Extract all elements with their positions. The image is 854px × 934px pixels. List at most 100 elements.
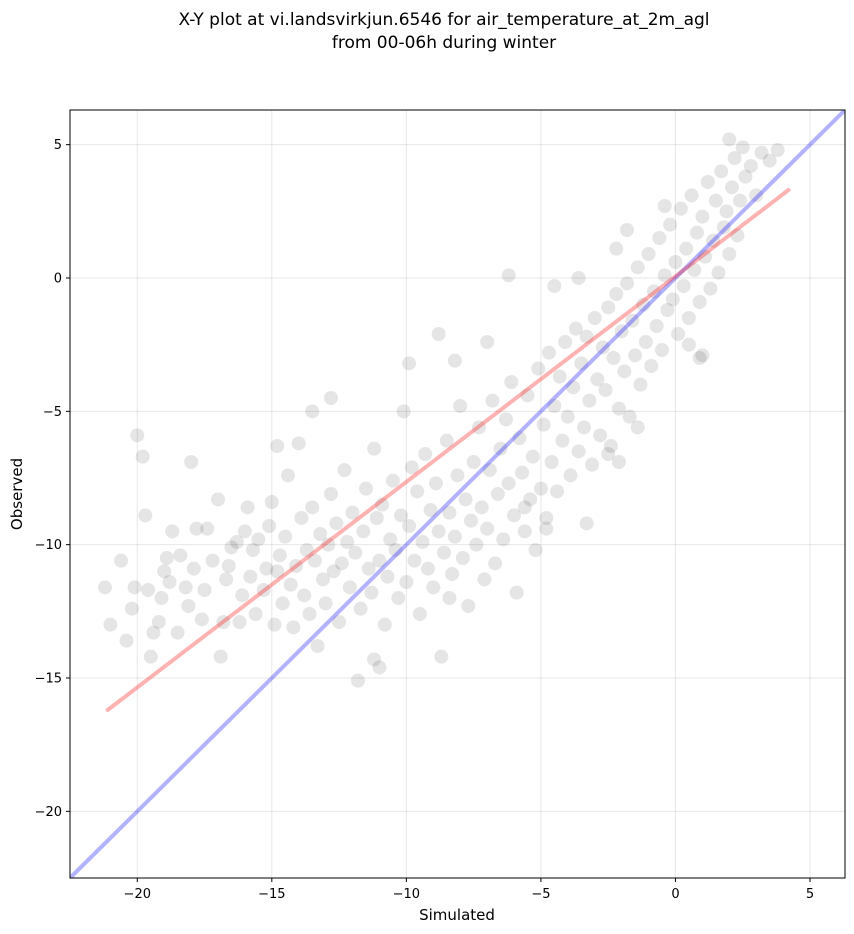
data-point <box>622 409 637 424</box>
data-point <box>345 505 360 520</box>
data-point <box>617 364 632 379</box>
data-point <box>657 199 672 213</box>
data-point <box>630 420 645 435</box>
data-point <box>364 585 379 600</box>
data-point <box>289 559 304 573</box>
data-point <box>213 649 228 664</box>
data-point <box>620 223 635 237</box>
y-tick-label: −5 <box>43 405 62 420</box>
data-point <box>641 247 656 261</box>
data-point <box>523 492 538 507</box>
data-point <box>520 388 535 403</box>
data-point <box>671 327 686 341</box>
data-point <box>620 276 635 291</box>
data-point <box>550 484 565 499</box>
data-point <box>512 431 527 445</box>
data-point <box>399 575 414 589</box>
data-point <box>544 455 559 469</box>
data-point <box>593 428 608 443</box>
y-tick-label: 0 <box>54 272 62 287</box>
data-point <box>189 521 204 536</box>
data-point <box>695 348 710 363</box>
data-point <box>611 455 626 469</box>
data-point <box>660 303 675 317</box>
data-point <box>692 351 707 365</box>
y-tick-label: −20 <box>35 805 62 820</box>
data-point <box>162 575 177 589</box>
data-point <box>646 284 661 299</box>
data-point <box>439 433 454 448</box>
data-point <box>496 532 511 547</box>
data-point <box>547 399 562 413</box>
data-point <box>418 447 433 461</box>
data-point <box>447 353 462 368</box>
x-axis-ticks: −20 −15 −10 −5 0 5 <box>124 878 814 902</box>
data-point <box>428 476 443 491</box>
data-point <box>299 543 314 557</box>
data-point <box>173 548 188 563</box>
data-point <box>165 524 180 539</box>
x-tick-label: −10 <box>393 887 420 902</box>
data-point <box>402 356 417 371</box>
data-point <box>245 543 260 557</box>
data-point <box>463 513 478 528</box>
data-point <box>407 553 422 568</box>
data-point <box>232 615 247 629</box>
data-point <box>472 420 487 435</box>
data-point <box>689 225 704 240</box>
data-point <box>450 468 465 483</box>
data-point <box>237 524 252 539</box>
data-point <box>377 617 392 632</box>
data-point <box>423 503 438 517</box>
data-point <box>124 601 139 616</box>
data-point <box>482 463 497 477</box>
title-line-2: from 00-06h during winter <box>332 33 556 53</box>
data-point <box>458 492 473 507</box>
data-point <box>716 220 731 235</box>
series-line <box>105 188 791 712</box>
data-point <box>270 564 285 579</box>
data-point <box>119 633 134 648</box>
x-tick-label: 5 <box>806 887 814 902</box>
data-point <box>461 599 476 613</box>
data-point <box>442 591 457 605</box>
data-point <box>334 556 349 571</box>
data-point <box>614 324 629 339</box>
fit-lines <box>70 110 845 878</box>
data-points <box>97 132 785 688</box>
data-point <box>143 649 158 664</box>
data-point <box>474 500 489 515</box>
data-point <box>383 532 398 547</box>
data-point <box>714 164 729 179</box>
data-point <box>601 447 616 461</box>
data-point <box>205 553 220 568</box>
data-point <box>138 508 153 523</box>
data-point <box>509 585 524 600</box>
data-point <box>711 265 726 280</box>
data-point <box>348 545 363 560</box>
data-point <box>582 393 597 408</box>
data-point <box>315 572 330 587</box>
data-point <box>636 297 651 312</box>
data-point <box>687 263 702 277</box>
data-point <box>272 548 287 563</box>
data-point <box>200 521 215 536</box>
data-point <box>211 492 226 507</box>
title-line-1: X-Y plot at vi.landsvirkjun.6546 for air… <box>178 10 709 30</box>
data-point <box>493 441 508 456</box>
y-tick-label: −15 <box>35 672 62 687</box>
data-point <box>528 543 543 557</box>
data-point <box>297 588 312 603</box>
data-point <box>248 607 263 621</box>
data-point <box>184 455 199 469</box>
data-point <box>410 484 425 499</box>
data-point <box>359 481 374 496</box>
data-point <box>154 591 169 605</box>
data-point <box>369 511 384 525</box>
data-point <box>243 569 258 584</box>
data-point <box>568 321 583 336</box>
data-point <box>286 620 301 635</box>
data-point <box>735 140 750 155</box>
data-point <box>603 439 618 453</box>
data-point <box>477 572 492 587</box>
